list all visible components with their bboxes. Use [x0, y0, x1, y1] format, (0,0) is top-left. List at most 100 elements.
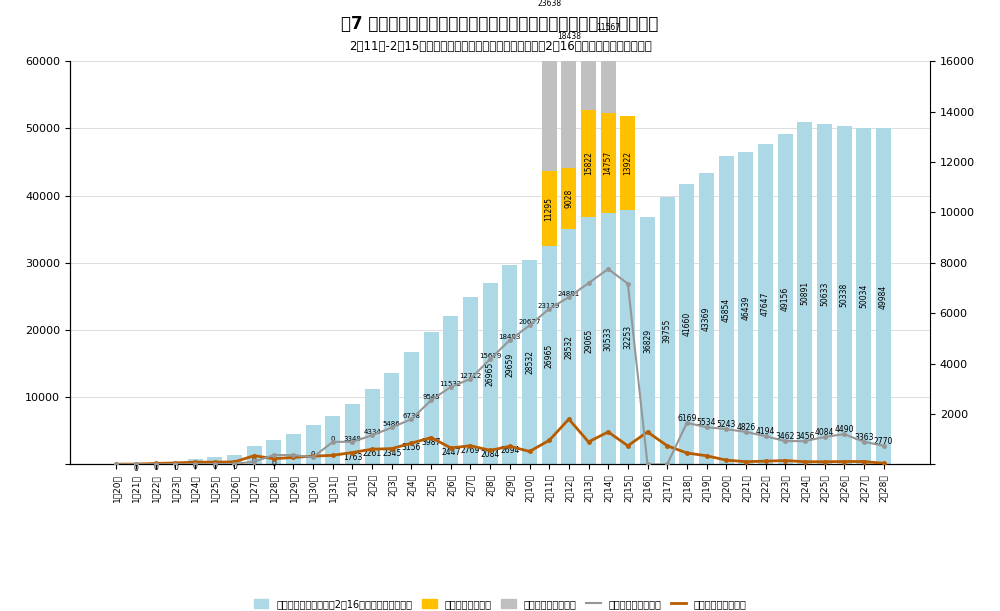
- Bar: [483, 283, 498, 464]
- Text: 26965: 26965: [486, 362, 495, 386]
- 湖北新增确诊病例数: [661, 442, 673, 450]
- Text: 28532: 28532: [525, 350, 534, 374]
- 湖北新增疑似病例数: [209, 461, 221, 468]
- Text: 43369: 43369: [702, 307, 711, 331]
- 湖北新增疑似病例数: [642, 461, 654, 468]
- Text: 47647: 47647: [761, 292, 770, 316]
- Bar: [286, 434, 301, 464]
- 湖北新增确诊病例数: [563, 415, 575, 423]
- Text: 20677: 20677: [518, 320, 541, 326]
- Bar: [443, 316, 458, 464]
- 湖北新增疑似病例数: [504, 337, 516, 344]
- Text: 4826: 4826: [736, 423, 755, 432]
- Text: 2084: 2084: [481, 450, 500, 459]
- 湖北新增确诊病例数: [681, 449, 693, 456]
- 湖北新增确诊病例数: [248, 452, 260, 459]
- 湖北新增确诊病例数: [130, 461, 142, 468]
- Text: 0: 0: [271, 459, 276, 467]
- Text: 0: 0: [193, 462, 198, 471]
- Text: 29659: 29659: [505, 353, 514, 377]
- 湖北新增疑似病例数: [268, 452, 280, 459]
- Text: 6738: 6738: [402, 413, 420, 419]
- 湖北新增疑似病例数: [228, 460, 240, 467]
- Text: 5486: 5486: [383, 422, 401, 428]
- Bar: [463, 297, 478, 464]
- Text: 0: 0: [212, 462, 217, 471]
- Text: 41660: 41660: [682, 312, 691, 337]
- Bar: [699, 173, 714, 464]
- Bar: [640, 217, 655, 464]
- Text: 0: 0: [134, 464, 139, 473]
- Text: 3349: 3349: [344, 436, 361, 442]
- 湖北新增确诊病例数: [346, 449, 358, 456]
- Text: 3363: 3363: [854, 433, 874, 442]
- Bar: [522, 260, 537, 464]
- 湖北新增确诊病例数: [327, 452, 339, 459]
- Text: 32253: 32253: [623, 325, 632, 349]
- Bar: [660, 197, 675, 464]
- 湖北新增确诊病例数: [464, 442, 476, 450]
- Text: 2694: 2694: [500, 446, 520, 455]
- Text: 36829: 36829: [643, 329, 652, 353]
- Bar: [601, 213, 616, 464]
- Bar: [404, 353, 419, 464]
- 湖北新增确诊病例数: [484, 447, 496, 454]
- 湖北新增确诊病例数: [642, 428, 654, 436]
- Text: 9028: 9028: [564, 189, 573, 208]
- 湖北新增确诊病例数: [169, 459, 181, 467]
- 湖北新增确诊病例数: [878, 459, 890, 467]
- 湖北新增疑似病例数: [307, 453, 319, 461]
- 湖北新增疑似病例数: [701, 423, 713, 431]
- Text: 0: 0: [331, 436, 335, 442]
- 湖北新增疑似病例数: [110, 461, 122, 468]
- 湖北新增疑似病例数: [327, 438, 339, 445]
- Bar: [620, 116, 635, 210]
- Text: 39755: 39755: [663, 318, 672, 343]
- 湖北新增确诊病例数: [268, 455, 280, 463]
- 湖北新增疑似病例数: [150, 461, 162, 468]
- Bar: [620, 210, 635, 464]
- 湖北新增确诊病例数: [228, 458, 240, 466]
- Text: 50633: 50633: [820, 282, 829, 306]
- Bar: [365, 389, 380, 464]
- Text: 0: 0: [311, 451, 315, 457]
- Bar: [581, 111, 596, 217]
- Bar: [325, 416, 340, 464]
- Text: 2447: 2447: [441, 448, 461, 457]
- Line: 湖北新增疑似病例数: 湖北新增疑似病例数: [115, 267, 885, 466]
- Text: 30533: 30533: [604, 326, 613, 351]
- 湖北新增确诊病例数: [543, 437, 555, 444]
- 湖北新增疑似病例数: [346, 438, 358, 445]
- Text: 9545: 9545: [422, 394, 440, 400]
- 湖北新增疑似病例数: [524, 322, 536, 329]
- Text: 5534: 5534: [697, 418, 716, 427]
- 湖北新增疑似病例数: [445, 383, 457, 390]
- 湖北新增疑似病例数: [464, 375, 476, 382]
- Text: 4084: 4084: [815, 428, 834, 437]
- Text: 11532: 11532: [440, 381, 462, 387]
- 湖北新增确诊病例数: [189, 458, 201, 466]
- Bar: [306, 425, 321, 464]
- Text: 49984: 49984: [879, 284, 888, 309]
- 湖北新增确诊病例数: [720, 456, 732, 464]
- Text: 0: 0: [252, 456, 257, 465]
- 湖北新增确诊病例数: [405, 439, 417, 447]
- 湖北新增疑似病例数: [484, 356, 496, 363]
- Text: 18438: 18438: [557, 32, 581, 41]
- Text: 23139: 23139: [538, 303, 560, 309]
- Bar: [247, 446, 262, 464]
- 湖北新增疑似病例数: [760, 433, 772, 440]
- Bar: [502, 265, 517, 464]
- Text: 3987: 3987: [421, 437, 441, 447]
- 湖北新增确诊病例数: [622, 442, 634, 450]
- Bar: [581, 217, 596, 464]
- 湖北新增疑似病例数: [799, 437, 811, 445]
- 湖北新增疑似病例数: [248, 458, 260, 466]
- Bar: [561, 45, 576, 169]
- Bar: [679, 185, 694, 464]
- 湖北新增疑似病例数: [130, 461, 142, 468]
- Bar: [148, 463, 163, 464]
- Bar: [581, 0, 596, 111]
- 湖北新增确诊病例数: [819, 458, 831, 466]
- Text: 2月11日-2月15日将临床诊断病例数与确诊数区分统计，2月16日起合并计入累计确诊数: 2月11日-2月15日将临床诊断病例数与确诊数区分统计，2月16日起合并计入累计…: [349, 40, 651, 53]
